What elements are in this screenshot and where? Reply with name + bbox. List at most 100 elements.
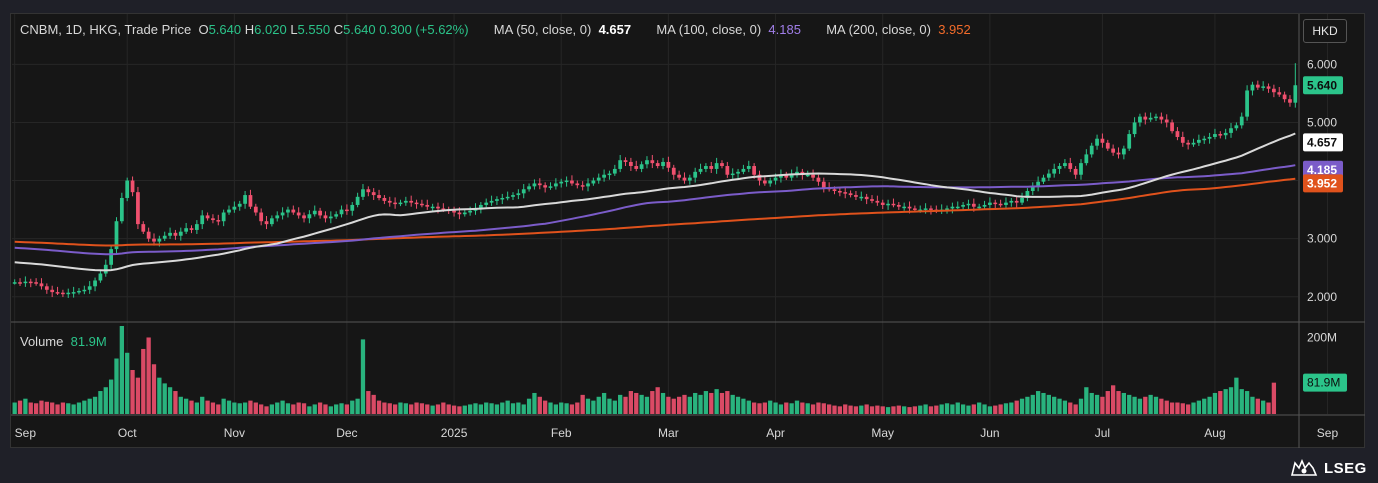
- volume-bar: [1094, 394, 1100, 414]
- candle-body: [216, 220, 221, 222]
- volume-bar: [350, 400, 355, 414]
- volume-bar: [28, 402, 33, 414]
- volume-bar: [580, 394, 585, 414]
- chart-frame: [10, 13, 1365, 448]
- volume-bar: [1143, 396, 1148, 414]
- currency-button[interactable]: HKD: [1303, 19, 1347, 43]
- candle-body: [575, 183, 580, 186]
- candle-body: [998, 203, 1003, 206]
- candle-body: [312, 210, 317, 215]
- volume-bar: [291, 404, 296, 414]
- volume-bar: [1089, 392, 1094, 414]
- volume-bar: [687, 396, 692, 414]
- volume-bar: [119, 326, 124, 414]
- candle-body: [28, 281, 33, 284]
- volume-bar: [382, 402, 387, 414]
- volume-bar: [1175, 402, 1180, 414]
- volume-bar: [1186, 404, 1191, 414]
- candle-body: [709, 166, 714, 169]
- candle-body: [639, 164, 644, 169]
- volume-bar: [902, 406, 907, 414]
- candle-body: [425, 204, 430, 207]
- candle-body: [296, 212, 301, 216]
- volume-bar: [735, 396, 741, 414]
- candle-body: [1041, 177, 1046, 182]
- candle-body: [1030, 186, 1035, 192]
- candle-body: [779, 174, 783, 178]
- candle-body: [1170, 122, 1174, 132]
- candle-body: [693, 171, 698, 178]
- price-tick-label: 2.000: [1307, 290, 1337, 304]
- candle-body: [393, 202, 397, 205]
- candle-body: [1272, 88, 1276, 93]
- candle-body: [1046, 173, 1051, 178]
- candle-body: [553, 183, 558, 187]
- candle-body: [977, 206, 982, 209]
- candle-body: [194, 224, 199, 230]
- volume-bar: [108, 379, 114, 414]
- volume-bar: [33, 403, 39, 414]
- volume-bar: [205, 400, 210, 414]
- volume-bar: [146, 337, 151, 414]
- time-tick-label: Apr: [766, 426, 785, 440]
- candle-body: [714, 163, 719, 169]
- volume-bar: [1084, 387, 1089, 414]
- volume-bar: [628, 391, 634, 414]
- candle-body: [1105, 142, 1110, 149]
- candle-body: [1084, 154, 1089, 164]
- volume-bar: [1009, 402, 1014, 414]
- volume-bar: [355, 398, 360, 414]
- volume-bar: [885, 407, 891, 414]
- candle-body: [698, 168, 703, 172]
- candle-body: [789, 173, 794, 178]
- volume-bar: [821, 403, 826, 414]
- volume-bar: [644, 396, 650, 414]
- volume-bar: [435, 404, 441, 414]
- candle-body: [1025, 191, 1030, 198]
- volume-bar: [409, 404, 414, 414]
- volume-bar: [977, 402, 982, 414]
- volume-bar: [178, 396, 183, 414]
- volume-bar: [500, 402, 505, 414]
- candle-body: [345, 209, 349, 212]
- volume-bar: [623, 396, 628, 414]
- volume-bar: [328, 406, 333, 414]
- price-marker-badge: [1303, 133, 1343, 152]
- candle-body: [896, 204, 901, 207]
- volume-bar: [762, 402, 767, 414]
- volume-bar: [784, 402, 789, 414]
- candle-body: [1250, 84, 1255, 91]
- candle-body: [1020, 197, 1024, 203]
- volume-bar: [532, 392, 537, 414]
- volume-bar: [189, 400, 194, 414]
- legend-ma100-label: MA (100, close, 0): [656, 22, 762, 37]
- volume-bar: [60, 402, 66, 414]
- volume-bar: [1110, 385, 1116, 414]
- candle-body: [184, 228, 189, 232]
- volume-bar: [376, 400, 382, 414]
- legend-change: 0.300 (+5.62%): [379, 22, 469, 37]
- volume-bar: [955, 402, 960, 414]
- candle-body: [280, 212, 285, 216]
- volume-bar: [1202, 398, 1207, 414]
- volume-bar: [837, 406, 843, 414]
- volume-bar: [446, 404, 451, 414]
- candle-body: [602, 174, 606, 178]
- candle-body: [746, 166, 751, 169]
- volume-bar: [296, 402, 301, 414]
- volume-bar: [848, 405, 853, 414]
- volume-bar: [773, 402, 778, 414]
- candle-body: [34, 282, 38, 284]
- volume-bar: [44, 401, 49, 414]
- volume-bar: [569, 404, 575, 414]
- volume-legend: Volume 81.9M: [20, 334, 107, 349]
- volume-bar: [875, 405, 880, 414]
- volume-bar: [301, 403, 307, 414]
- volume-bar: [1191, 402, 1196, 414]
- candle-body: [1288, 99, 1292, 103]
- volume-bar: [1068, 402, 1073, 414]
- volume-bar: [869, 406, 875, 414]
- volume-bar: [1223, 389, 1228, 414]
